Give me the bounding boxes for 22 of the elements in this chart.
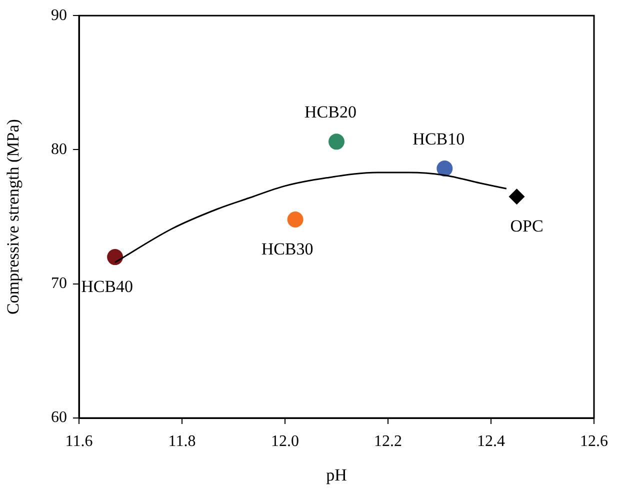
point <box>436 160 453 177</box>
x-tick-label: 12.0 <box>271 432 299 450</box>
series-label: HCB40 <box>81 277 134 296</box>
y-tick-label: 80 <box>51 140 67 158</box>
x-tick-label: 11.8 <box>168 432 196 450</box>
series-label: HCB10 <box>412 129 465 148</box>
x-axis-title: pH <box>326 465 347 484</box>
y-tick-label: 70 <box>51 275 67 292</box>
point <box>508 188 525 205</box>
series-label: HCB20 <box>304 102 356 122</box>
x-tick-label: 12.4 <box>477 432 505 450</box>
x-tick-label: 11.6 <box>65 432 93 450</box>
point <box>287 211 304 228</box>
point <box>328 134 344 150</box>
series-label: HCB30 <box>261 239 314 258</box>
point <box>107 249 124 266</box>
y-axis-title: Compressive strength (MPa) <box>4 119 23 315</box>
y-tick-label: 90 <box>51 6 67 24</box>
series-label: OPC <box>510 216 544 236</box>
x-tick-label: 12.6 <box>580 432 608 450</box>
y-tick-label: 60 <box>51 409 67 426</box>
x-tick-label: 12.2 <box>374 432 402 450</box>
